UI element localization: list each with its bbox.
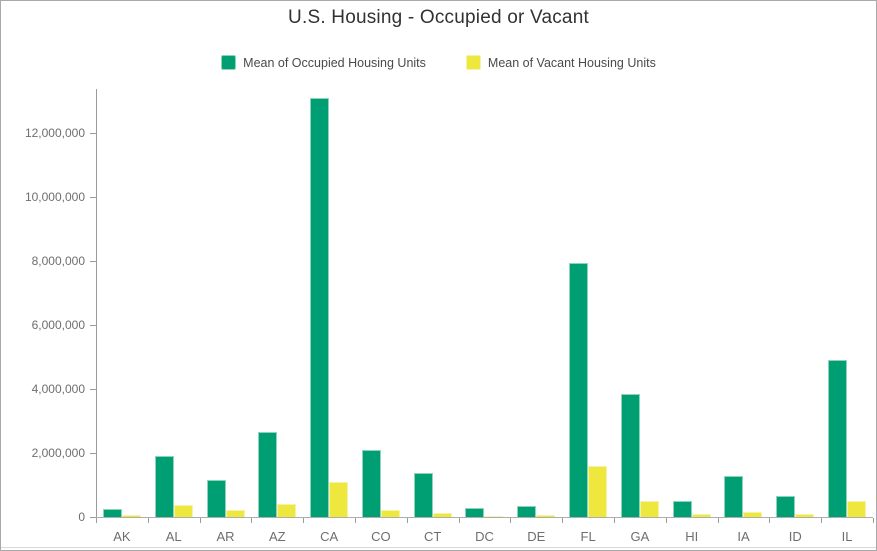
scrollbar-track[interactable]: [1, 547, 876, 548]
bar-vacant-ID[interactable]: [795, 514, 814, 517]
x-tick-label: FL: [580, 529, 596, 544]
x-tick-label: DE: [527, 529, 546, 544]
y-axis-tick: [90, 261, 96, 262]
x-tick-label: ID: [788, 529, 802, 544]
legend-label-vacant: Mean of Vacant Housing Units: [487, 55, 656, 70]
y-tick-label: 6,000,000: [31, 318, 85, 332]
bar-occupied-DE[interactable]: [517, 506, 536, 517]
bar-occupied-IA[interactable]: [724, 476, 743, 517]
bar-vacant-AR[interactable]: [226, 510, 245, 517]
bar-occupied-AK[interactable]: [103, 509, 122, 517]
bar-vacant-CO[interactable]: [381, 510, 400, 517]
bar-vacant-AL[interactable]: [174, 505, 193, 517]
x-tick-label: CT: [424, 529, 442, 544]
x-tick-label: CO: [371, 529, 391, 544]
bar-occupied-IL[interactable]: [828, 360, 847, 517]
x-axis-tick: [769, 518, 771, 523]
x-axis-line: [96, 517, 873, 518]
x-axis-tick: [458, 518, 460, 523]
bar-occupied-ID[interactable]: [776, 496, 795, 517]
x-axis-tick: [562, 518, 564, 523]
bar-vacant-GA[interactable]: [640, 501, 659, 517]
bar-vacant-CT[interactable]: [433, 513, 452, 517]
x-tick-label: IL: [841, 529, 853, 544]
x-axis-tick: [873, 518, 874, 523]
y-tick-label: 8,000,000: [31, 254, 85, 268]
legend-swatch-vacant-icon: [465, 55, 481, 70]
x-tick-label: HI: [685, 529, 699, 544]
x-tick-label: AR: [216, 529, 235, 544]
x-axis-tick: [665, 518, 667, 523]
bar-occupied-CT[interactable]: [414, 473, 433, 517]
x-axis-tick: [510, 518, 512, 523]
bar-vacant-AK[interactable]: [122, 515, 141, 517]
x-axis-tick: [96, 518, 97, 523]
y-axis-tick: [90, 197, 96, 198]
bar-occupied-AZ[interactable]: [258, 432, 277, 517]
bar-occupied-FL[interactable]: [569, 263, 588, 517]
bar-vacant-DE[interactable]: [536, 515, 555, 517]
x-tick-label: AK: [113, 529, 131, 544]
bar-occupied-HI[interactable]: [673, 501, 692, 517]
x-axis-tick: [303, 518, 305, 523]
legend: Mean of Occupied Housing Units Mean of V…: [1, 55, 876, 70]
legend-label-occupied: Mean of Occupied Housing Units: [243, 55, 426, 70]
x-tick-label: CA: [320, 529, 339, 544]
bar-occupied-AR[interactable]: [207, 480, 226, 517]
y-tick-label: 12,000,000: [24, 126, 85, 140]
y-axis-tick: [90, 453, 96, 454]
x-axis-tick: [147, 518, 149, 523]
y-axis-line: [96, 89, 97, 517]
bar-vacant-DC[interactable]: [484, 516, 503, 517]
bar-occupied-CO[interactable]: [362, 450, 381, 517]
chart-title: U.S. Housing - Occupied or Vacant: [288, 7, 589, 28]
x-tick-label: AZ: [268, 529, 286, 544]
bar-vacant-AZ[interactable]: [277, 504, 296, 517]
bar-occupied-DC[interactable]: [465, 508, 484, 517]
legend-item-occupied: Mean of Occupied Housing Units: [221, 55, 426, 70]
y-tick-label: 10,000,000: [24, 190, 85, 204]
y-axis-tick: [90, 517, 96, 518]
x-axis-tick: [251, 518, 253, 523]
x-axis-tick: [406, 518, 408, 523]
x-axis-tick: [199, 518, 201, 523]
x-axis-tick: [355, 518, 356, 523]
x-tick-label: IA: [737, 529, 750, 544]
y-tick-label: 2,000,000: [31, 446, 85, 460]
bar-vacant-FL[interactable]: [588, 466, 607, 517]
x-axis-tick: [821, 518, 823, 523]
legend-swatch-occupied-icon: [221, 55, 237, 70]
x-tick-label: GA: [630, 529, 650, 544]
y-tick-label: 0: [78, 510, 85, 524]
bar-vacant-HI[interactable]: [692, 514, 711, 517]
legend-item-vacant: Mean of Vacant Housing Units: [465, 55, 656, 70]
bar-vacant-CA[interactable]: [329, 482, 348, 517]
bar-occupied-CA[interactable]: [310, 98, 329, 517]
bar-occupied-AL[interactable]: [155, 456, 174, 517]
x-axis-tick: [717, 518, 719, 523]
y-axis-tick: [90, 133, 96, 134]
x-tick-label: DC: [475, 529, 494, 544]
bar-occupied-GA[interactable]: [621, 394, 640, 517]
bar-vacant-IA[interactable]: [743, 512, 762, 517]
y-axis-tick: [90, 325, 96, 326]
x-tick-label: AL: [165, 529, 182, 544]
y-tick-label: 4,000,000: [31, 382, 85, 396]
x-axis-tick: [614, 518, 615, 523]
bar-vacant-IL[interactable]: [847, 501, 866, 517]
y-axis-tick: [90, 389, 96, 390]
